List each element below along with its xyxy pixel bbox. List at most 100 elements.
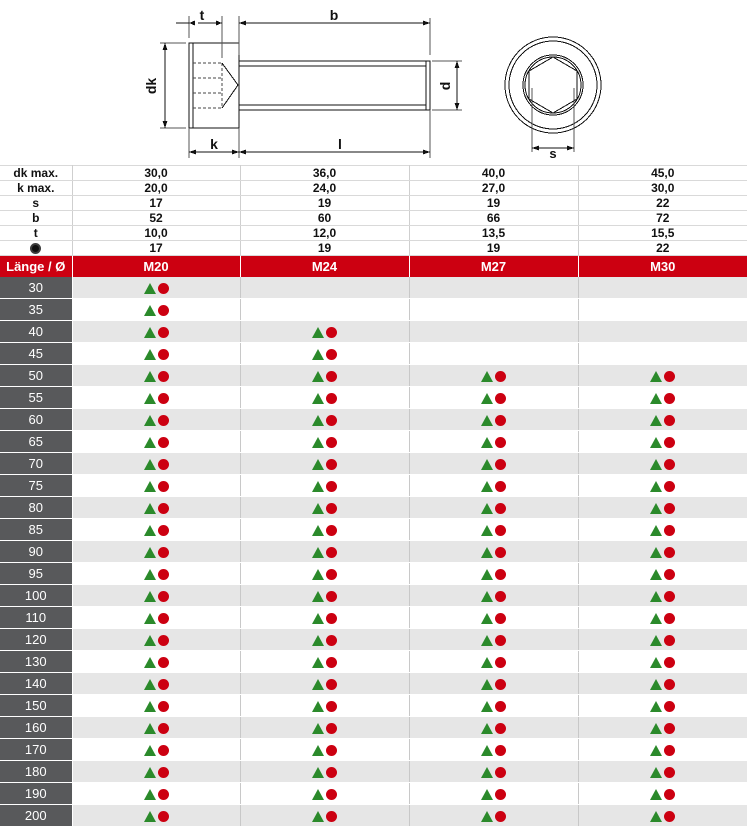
availability-cell-marked[interactable]	[578, 804, 747, 827]
availability-cell-marked[interactable]	[578, 760, 747, 783]
availability-cell-marked[interactable]	[72, 584, 241, 607]
availability-cell-marked[interactable]	[240, 562, 410, 585]
availability-cell-marked[interactable]	[578, 694, 747, 717]
availability-cell-marked[interactable]	[409, 628, 579, 651]
availability-cell-marked[interactable]	[72, 694, 241, 717]
availability-cell-marked[interactable]	[240, 672, 410, 695]
availability-cell-marked[interactable]	[409, 650, 579, 673]
availability-cell-marked[interactable]	[409, 474, 579, 497]
availability-cell-marked[interactable]	[409, 760, 579, 783]
length-cell: 180	[0, 760, 73, 783]
availability-cell-marked[interactable]	[72, 320, 241, 343]
availability-cell-marked[interactable]	[578, 474, 747, 497]
availability-cell-marked[interactable]	[240, 386, 410, 409]
availability-cell-marked[interactable]	[578, 650, 747, 673]
availability-cell-marked[interactable]	[409, 694, 579, 717]
availability-cell-marked[interactable]	[240, 430, 410, 453]
availability-cell-marked[interactable]	[240, 518, 410, 541]
availability-cell-marked[interactable]	[578, 540, 747, 563]
availability-cell-marked[interactable]	[409, 562, 579, 585]
availability-cell-marked[interactable]	[240, 760, 410, 783]
availability-cell-marked[interactable]	[578, 430, 747, 453]
availability-cell-marked[interactable]	[409, 716, 579, 739]
length-cell: 150	[0, 694, 73, 717]
red-circle-icon	[495, 679, 506, 691]
availability-cell-marked[interactable]	[72, 804, 241, 827]
availability-cell-marked[interactable]	[409, 584, 579, 607]
availability-cell-marked[interactable]	[578, 782, 747, 805]
availability-cell-marked[interactable]	[72, 474, 241, 497]
availability-cell-marked[interactable]	[72, 408, 241, 431]
availability-cell-marked[interactable]	[409, 452, 579, 475]
availability-cell-marked[interactable]	[240, 606, 410, 629]
availability-cell-marked[interactable]	[578, 606, 747, 629]
availability-cell-marked[interactable]	[409, 782, 579, 805]
availability-cell-marked[interactable]	[578, 364, 747, 387]
availability-markers	[312, 481, 337, 493]
availability-cell-marked[interactable]	[409, 518, 579, 541]
availability-cell-marked[interactable]	[409, 606, 579, 629]
availability-cell-marked[interactable]	[72, 277, 241, 299]
availability-cell-marked[interactable]	[240, 738, 410, 761]
availability-cell-marked[interactable]	[409, 804, 579, 827]
availability-cell-marked[interactable]	[578, 496, 747, 519]
red-circle-icon	[326, 591, 337, 603]
availability-cell-marked[interactable]	[240, 540, 410, 563]
availability-cell-marked[interactable]	[409, 540, 579, 563]
availability-cell-marked[interactable]	[240, 452, 410, 475]
availability-cell-marked[interactable]	[578, 716, 747, 739]
availability-cell-marked[interactable]	[72, 452, 241, 475]
availability-cell-marked[interactable]	[72, 562, 241, 585]
availability-cell-marked[interactable]	[72, 386, 241, 409]
availability-cell-marked[interactable]	[72, 298, 241, 321]
availability-cell-marked[interactable]	[409, 430, 579, 453]
technical-drawing: t b dk d k l s	[0, 0, 747, 165]
availability-cell-marked[interactable]	[72, 540, 241, 563]
availability-cell-marked[interactable]	[578, 452, 747, 475]
availability-cell-marked[interactable]	[72, 628, 241, 651]
availability-cell-marked[interactable]	[578, 518, 747, 541]
availability-cell-marked[interactable]	[578, 386, 747, 409]
availability-cell-marked[interactable]	[72, 606, 241, 629]
availability-cell-marked[interactable]	[578, 628, 747, 651]
availability-cell-marked[interactable]	[72, 716, 241, 739]
availability-cell-marked[interactable]	[240, 782, 410, 805]
length-cell: 100	[0, 584, 73, 607]
availability-cell-marked[interactable]	[578, 738, 747, 761]
availability-cell-marked[interactable]	[240, 496, 410, 519]
availability-cell-marked[interactable]	[72, 430, 241, 453]
availability-cell-marked[interactable]	[72, 364, 241, 387]
availability-cell-marked[interactable]	[409, 496, 579, 519]
availability-cell-marked[interactable]	[240, 804, 410, 827]
availability-cell-marked[interactable]	[72, 782, 241, 805]
availability-cell-marked[interactable]	[72, 760, 241, 783]
availability-cell-marked[interactable]	[409, 386, 579, 409]
availability-cell-marked[interactable]	[72, 672, 241, 695]
availability-cell-marked[interactable]	[240, 320, 410, 343]
availability-cell-marked[interactable]	[240, 342, 410, 365]
availability-cell-marked[interactable]	[578, 672, 747, 695]
availability-cell-marked[interactable]	[240, 364, 410, 387]
availability-cell-marked[interactable]	[72, 650, 241, 673]
availability-cell-marked[interactable]	[72, 342, 241, 365]
availability-cell-marked[interactable]	[72, 738, 241, 761]
availability-cell-marked[interactable]	[240, 716, 410, 739]
availability-cell-marked[interactable]	[240, 584, 410, 607]
availability-cell-marked[interactable]	[578, 584, 747, 607]
availability-cell-marked[interactable]	[409, 364, 579, 387]
availability-cell-marked[interactable]	[240, 694, 410, 717]
availability-cell-marked[interactable]	[409, 408, 579, 431]
availability-cell-marked[interactable]	[72, 518, 241, 541]
availability-cell-marked[interactable]	[409, 672, 579, 695]
availability-markers	[481, 371, 506, 383]
availability-cell-marked[interactable]	[578, 408, 747, 431]
availability-cell-marked[interactable]	[240, 628, 410, 651]
availability-cell-marked[interactable]	[240, 408, 410, 431]
availability-cell-marked[interactable]	[240, 650, 410, 673]
availability-cell-marked[interactable]	[240, 474, 410, 497]
availability-cell-marked[interactable]	[409, 738, 579, 761]
red-circle-icon	[495, 371, 506, 383]
availability-cell-marked[interactable]	[578, 562, 747, 585]
availability-markers	[143, 745, 169, 757]
availability-cell-marked[interactable]	[72, 496, 241, 519]
